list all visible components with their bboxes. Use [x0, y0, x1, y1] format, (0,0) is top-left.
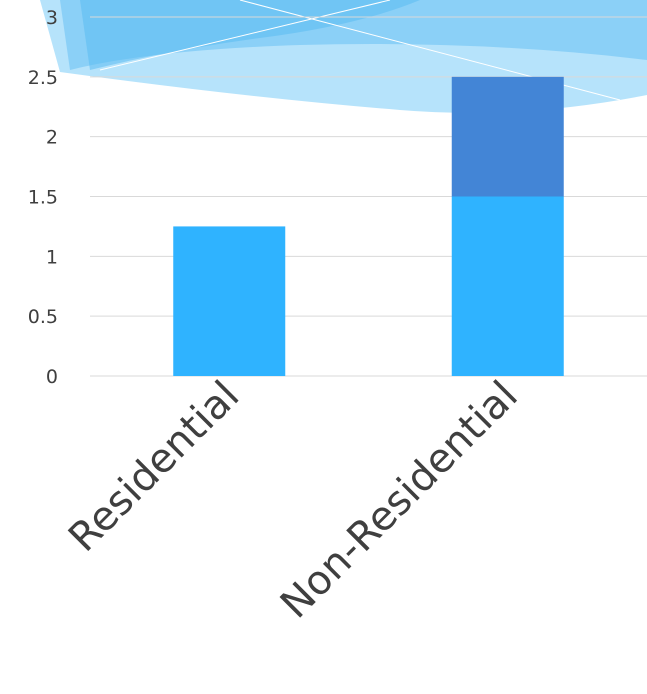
y-tick-label: 2: [46, 127, 58, 149]
y-tick-label: 1: [46, 246, 58, 268]
x-category-label: Residential: [60, 373, 248, 561]
y-tick-label: 2.5: [28, 67, 58, 89]
bar-series-2: [451, 76, 564, 197]
y-tick-label: 3: [46, 7, 58, 29]
x-category-label: Non-Residential: [272, 373, 527, 628]
header-swoosh-line: [99, 0, 391, 71]
y-tick-label: 0: [46, 366, 58, 388]
bar-series-1: [173, 226, 286, 376]
y-tick-label: 0.5: [28, 306, 58, 328]
y-tick-label: 1.5: [28, 187, 58, 209]
bar-series-1: [451, 196, 564, 376]
